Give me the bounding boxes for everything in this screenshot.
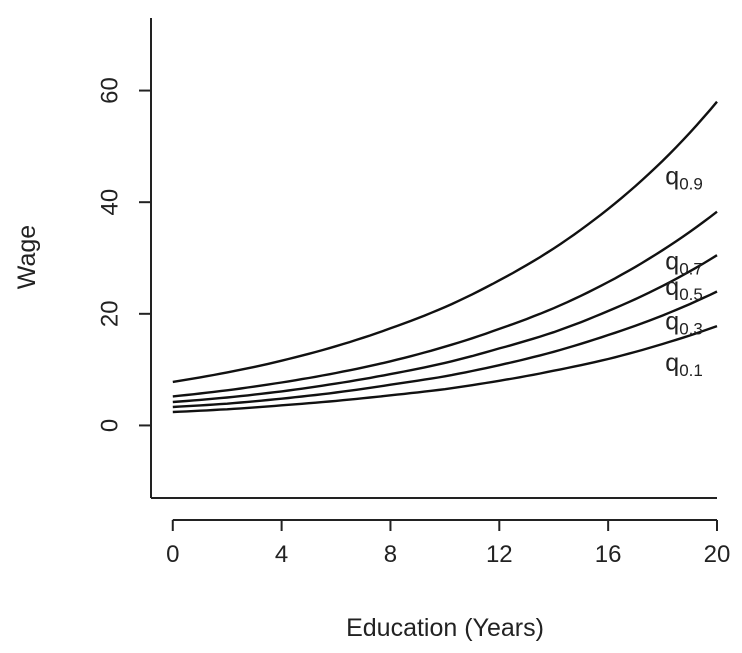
x-tick-label: 12 [486, 541, 513, 568]
curve-label-0.3: q0.3 [665, 307, 703, 338]
curve-label-0.9: q0.9 [665, 163, 703, 194]
quantile-curve-0.3 [172, 290, 718, 409]
curve-label-0.1: q0.1 [665, 349, 703, 380]
y-tick-label: 20 [96, 300, 123, 327]
curve-label-0.7: q0.7 [665, 248, 703, 279]
x-tick-label: 0 [166, 541, 179, 568]
quantile-curve-0.5 [172, 254, 718, 404]
y-tick-label: 40 [96, 189, 123, 216]
y-axis-title: Wage [13, 225, 41, 289]
x-tick-label: 20 [704, 541, 731, 568]
x-tick-label: 4 [275, 541, 288, 568]
curves [172, 100, 718, 414]
x-tick-label: 8 [384, 541, 397, 568]
x-axis-title: Education (Years) [346, 614, 544, 642]
quantile-curve-0.7 [172, 210, 718, 398]
quantile-curve-0.1 [172, 324, 718, 414]
quantile-curve-0.9 [172, 100, 718, 384]
y-tick-label: 60 [96, 77, 123, 104]
curve-labels: q0.1 q0.3q0.5q0.7 q0.9 [665, 163, 703, 380]
x-tick-label: 16 [595, 541, 622, 568]
axes: 0 4 8 12 16 20 0 20 40 60 [96, 18, 730, 568]
y-tick-label: 0 [96, 419, 123, 432]
curve-label-0.5: q0.5 [665, 273, 703, 304]
